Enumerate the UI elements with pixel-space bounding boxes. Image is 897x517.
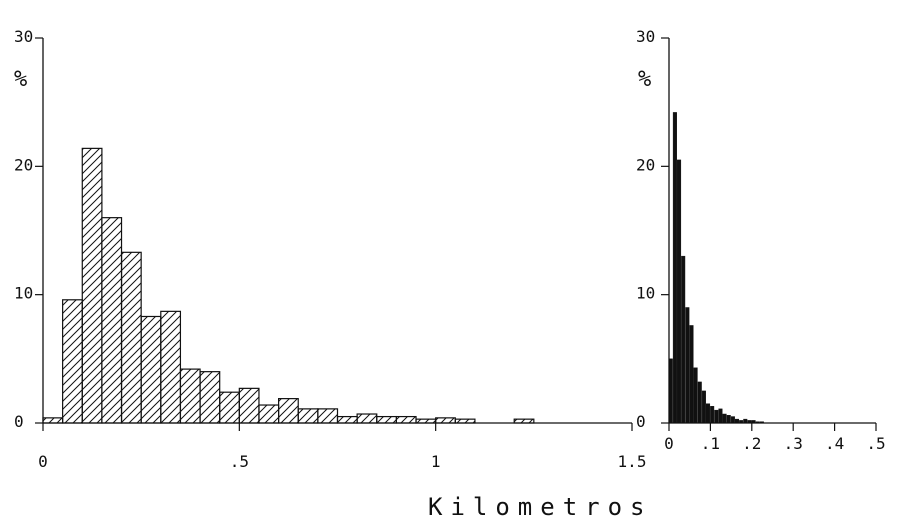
left-bar xyxy=(62,299,83,424)
right-y-axis-label: % xyxy=(638,67,651,92)
right-bars xyxy=(668,112,764,424)
left-bar xyxy=(376,415,397,424)
left-bar xyxy=(120,251,142,424)
right-y-tick-label: 20 xyxy=(636,155,655,174)
right-bar xyxy=(710,406,715,424)
right-bar xyxy=(718,408,723,424)
left-bar xyxy=(238,387,260,424)
left-x-ticks: 0 .5 1 1.5 xyxy=(38,423,646,471)
x-axis-label: Kilometros xyxy=(428,493,653,517)
left-bar xyxy=(160,310,182,424)
right-x-tick-label: .1 xyxy=(701,434,720,453)
right-y-tick-label: 30 xyxy=(636,27,655,46)
right-bar xyxy=(693,367,698,424)
right-bar xyxy=(726,415,731,424)
right-histogram: 0 10 20 30 0 .1 .2 .3 .4 .5 % xyxy=(636,27,886,453)
left-bar xyxy=(140,315,162,424)
left-bar xyxy=(278,398,299,424)
right-bar xyxy=(697,381,702,424)
left-x-tick-label: 1.5 xyxy=(618,452,647,471)
left-bar xyxy=(258,404,280,424)
left-bar xyxy=(199,371,221,424)
left-y-axis-label: % xyxy=(14,67,27,92)
left-bar xyxy=(81,147,103,424)
left-bar xyxy=(297,408,319,424)
left-bar xyxy=(101,217,123,424)
right-bar xyxy=(701,390,706,424)
left-y-tick-label: 10 xyxy=(14,284,33,303)
right-bar xyxy=(706,403,711,424)
left-bar xyxy=(336,415,358,424)
right-bar xyxy=(677,159,682,424)
left-y-tick-label: 20 xyxy=(14,155,33,174)
left-bar xyxy=(317,408,339,424)
right-x-tick-label: .5 xyxy=(866,434,885,453)
right-bar xyxy=(730,416,735,424)
left-bars xyxy=(42,147,535,424)
left-x-tick-label: 1 xyxy=(431,452,441,471)
left-bar xyxy=(219,391,240,424)
left-bar xyxy=(435,417,456,424)
right-bar xyxy=(681,255,686,424)
right-x-tick-label: 0 xyxy=(664,434,674,453)
right-x-ticks: 0 .1 .2 .3 .4 .5 xyxy=(664,423,886,453)
left-bar xyxy=(356,413,378,424)
right-y-ticks: 0 10 20 30 xyxy=(636,27,669,431)
right-bar xyxy=(672,112,677,424)
right-bar xyxy=(689,325,694,424)
left-y-tick-label: 0 xyxy=(14,412,24,431)
right-bar xyxy=(685,307,690,424)
left-bar xyxy=(395,415,417,424)
right-x-tick-label: .4 xyxy=(825,434,844,453)
left-histogram: 0 10 20 30 0 .5 1 1.5 % xyxy=(14,27,646,471)
right-bar xyxy=(714,409,719,424)
left-bar xyxy=(179,368,201,424)
left-bar xyxy=(42,417,64,424)
left-x-tick-label: 0 xyxy=(38,452,48,471)
left-y-tick-label: 30 xyxy=(14,27,33,46)
left-y-ticks: 0 10 20 30 xyxy=(14,27,43,431)
right-y-tick-label: 0 xyxy=(636,412,646,431)
right-bar xyxy=(722,413,727,424)
right-x-tick-label: .2 xyxy=(742,434,761,453)
right-x-tick-label: .3 xyxy=(784,434,803,453)
right-y-tick-label: 10 xyxy=(636,284,655,303)
left-x-tick-label: .5 xyxy=(230,452,249,471)
